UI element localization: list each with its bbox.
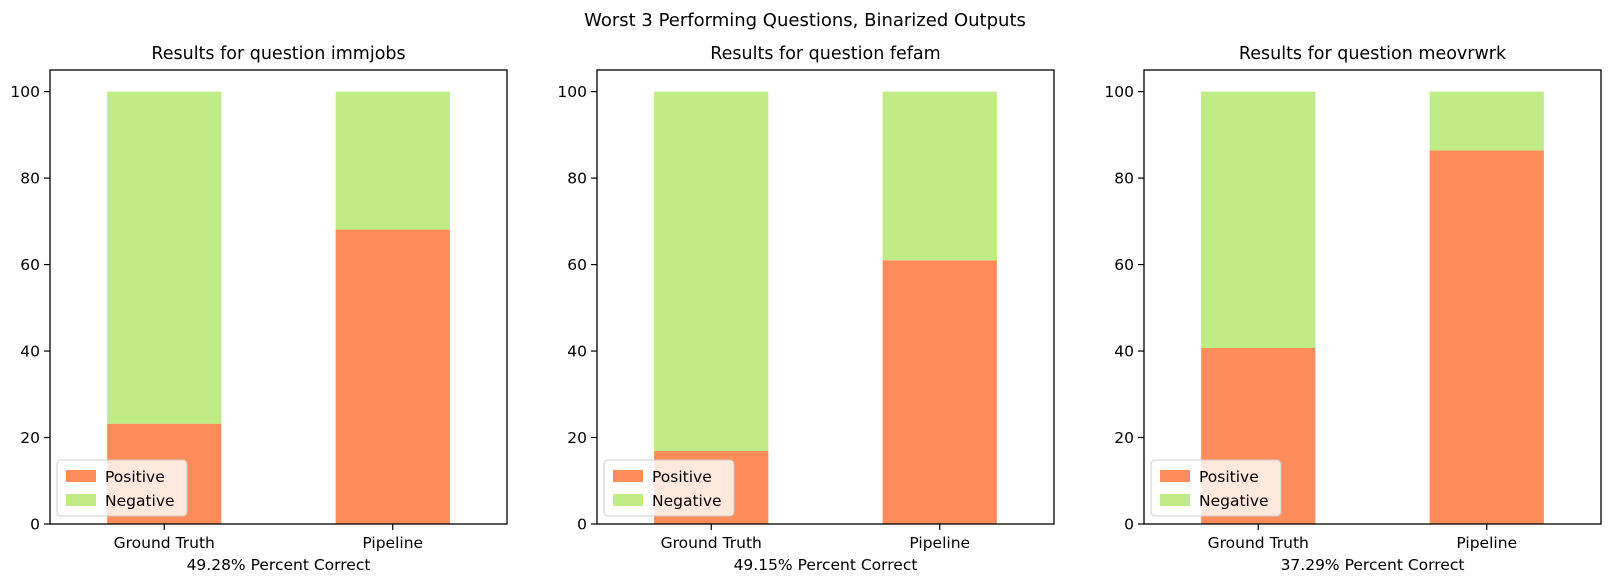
legend-label-positive: Positive [1199, 468, 1259, 486]
y-tick-label: 0 [30, 516, 40, 534]
y-tick-label: 80 [567, 170, 587, 188]
legend-label-positive: Positive [105, 468, 165, 486]
y-tick-label: 60 [567, 256, 587, 274]
legend: Positive Negative [56, 459, 188, 517]
bar-negative-pipeline [335, 91, 450, 230]
bar-negative-ground-truth [107, 91, 222, 424]
y-tick-label: 40 [20, 343, 40, 361]
x-tick-label: Pipeline [1456, 534, 1517, 552]
chart-panel-1: Results for question immjobs 0 20 40 60 80 100… [10, 44, 508, 574]
bar-positive-pipeline [882, 260, 997, 524]
legend: Positive Negative [1150, 459, 1282, 517]
legend-label-negative: Negative [652, 492, 722, 510]
chart-title: Results for question fefam [710, 44, 940, 64]
bar-negative-pipeline [1429, 91, 1544, 151]
x-tick-label: Ground Truth [1208, 534, 1309, 552]
legend-swatch-negative [1160, 494, 1190, 506]
legend-swatch-negative [613, 494, 643, 506]
y-tick-label: 0 [1124, 516, 1134, 534]
bar-negative-ground-truth [654, 91, 769, 451]
legend-swatch-positive [1160, 470, 1190, 482]
y-tick-label: 20 [567, 429, 587, 447]
y-tick-label: 40 [1114, 343, 1134, 361]
bar-negative-pipeline [882, 91, 997, 261]
axes-frame [49, 69, 508, 525]
bar-positive-pipeline [1429, 150, 1544, 524]
y-tick-label: 0 [577, 516, 587, 534]
chart-title: Results for question meovrwrk [1239, 44, 1507, 64]
x-tick-label: Pipeline [909, 534, 970, 552]
legend-label-positive: Positive [652, 468, 712, 486]
charts-container: Results for question immjobs 0 20 40 60 80 100… [10, 44, 1602, 574]
x-tick-label: Ground Truth [114, 534, 215, 552]
legend-swatch-negative [66, 494, 96, 506]
y-tick-label: 80 [1114, 170, 1134, 188]
bar-positive-pipeline [335, 229, 450, 524]
legend-label-negative: Negative [105, 492, 175, 510]
y-tick-label: 100 [1104, 83, 1134, 101]
axes-frame [596, 69, 1055, 525]
y-tick-label: 100 [557, 83, 587, 101]
x-axis-label: 49.28% Percent Correct [187, 556, 371, 574]
y-tick-label: 80 [20, 170, 40, 188]
chart-panel-3: Results for question meovrwrk 0 20 40 60 80 10… [1104, 44, 1602, 574]
y-tick-label: 60 [1114, 256, 1134, 274]
x-axis-label: 37.29% Percent Correct [1281, 556, 1465, 574]
x-tick-label: Ground Truth [661, 534, 762, 552]
axes-frame [1143, 69, 1602, 525]
y-tick-label: 40 [567, 343, 587, 361]
y-tick-label: 60 [20, 256, 40, 274]
legend: Positive Negative [603, 459, 735, 517]
legend-swatch-positive [66, 470, 96, 482]
bar-negative-ground-truth [1201, 91, 1316, 349]
x-axis-label: 49.15% Percent Correct [734, 556, 918, 574]
y-tick-label: 20 [20, 429, 40, 447]
legend-label-negative: Negative [1199, 492, 1269, 510]
legend-swatch-positive [613, 470, 643, 482]
y-tick-label: 100 [10, 83, 40, 101]
x-tick-label: Pipeline [362, 534, 423, 552]
y-tick-label: 20 [1114, 429, 1134, 447]
chart-panel-2: Results for question fefam 0 20 40 60 80 100 Gr… [557, 44, 1055, 574]
chart-title: Results for question immjobs [151, 44, 405, 64]
figure-suptitle: Worst 3 Performing Questions, Binarized … [584, 10, 1026, 31]
